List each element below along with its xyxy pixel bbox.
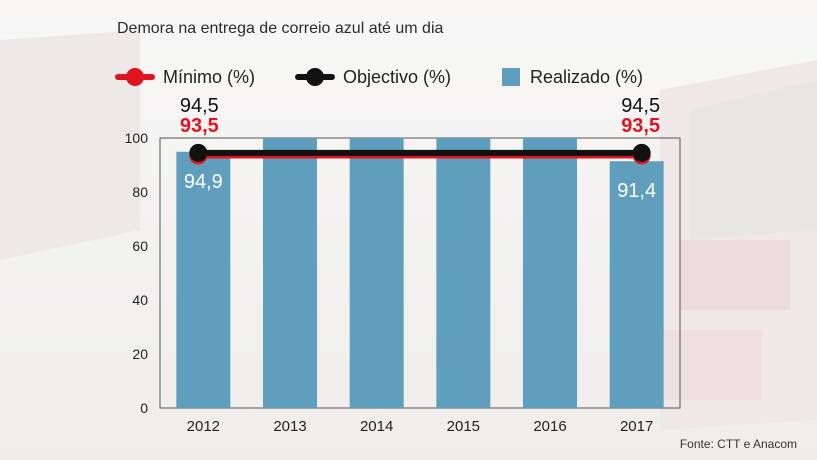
legend-item-minimo: Mínimo (%) <box>113 66 255 88</box>
bar <box>349 138 404 408</box>
minimo-value-label: 93,5 <box>621 115 660 137</box>
objectivo-value-label: 94,5 <box>621 95 660 117</box>
x-tick-label: 2017 <box>620 418 653 435</box>
plot-frame <box>159 137 681 409</box>
bar <box>176 151 231 408</box>
bar-value-label: 91,4 <box>617 180 656 202</box>
legend-label-objectivo: Objectivo (%) <box>343 66 452 87</box>
legend: Mínimo (%) Objectivo (%) Realizado (%) <box>0 0 817 100</box>
x-tick-label: 2013 <box>273 418 306 435</box>
objectivo-swatch <box>293 66 337 88</box>
x-tick-label: 2015 <box>447 418 480 435</box>
y-tick-label: 80 <box>132 184 148 200</box>
minimo-swatch <box>113 66 157 88</box>
bar <box>523 138 577 408</box>
bar <box>263 138 317 408</box>
realizado-swatch <box>502 68 520 86</box>
chart-title: Demora na entrega de correio azul até um… <box>117 20 444 37</box>
x-tick-label: 2014 <box>360 418 393 435</box>
y-tick-label: 0 <box>140 400 148 416</box>
y-tick-label: 60 <box>132 238 148 254</box>
source-note: Fonte: CTT e Anacom <box>679 437 797 451</box>
objectivo-point <box>189 143 208 162</box>
x-tick-label: 2012 <box>187 418 220 435</box>
objectivo-point <box>632 143 651 162</box>
x-tick-label: 2016 <box>533 418 566 435</box>
legend-item-realizado: Realizado (%) <box>502 66 643 88</box>
bar-value-label: 94,9 <box>184 171 223 193</box>
legend-label-minimo: Mínimo (%) <box>163 66 256 87</box>
bar <box>436 138 491 408</box>
objectivo-value-label: 94,5 <box>180 95 219 117</box>
legend-item-objectivo: Objectivo (%) <box>293 66 451 88</box>
y-tick-label: 100 <box>125 130 149 146</box>
bar <box>609 161 664 408</box>
minimo-value-label: 93,5 <box>180 115 219 137</box>
y-tick-label: 40 <box>132 292 148 308</box>
legend-label-realizado: Realizado (%) <box>530 66 644 87</box>
y-tick-label: 20 <box>132 346 148 362</box>
